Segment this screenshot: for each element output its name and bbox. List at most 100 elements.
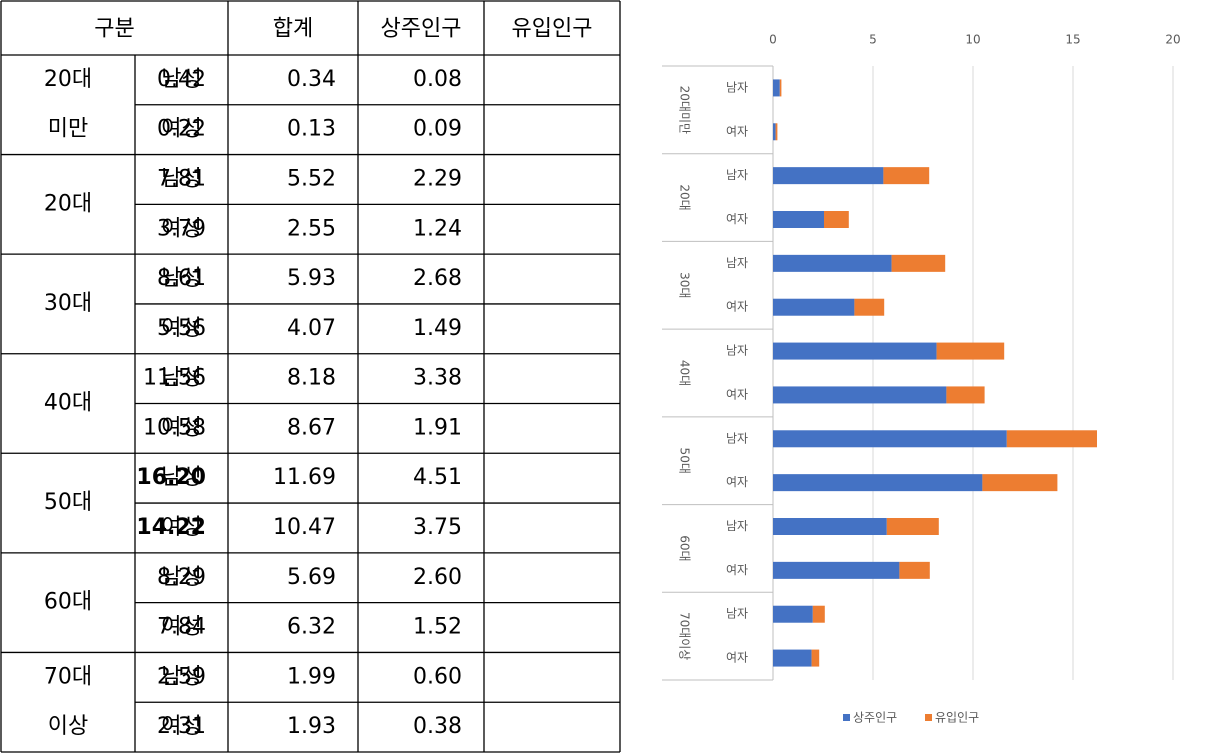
gender-label: 여성 (161, 714, 201, 739)
table-value: 1.99 (287, 664, 336, 689)
table-value: 0.13 (287, 117, 336, 142)
table-value: 1.49 (413, 316, 462, 341)
table-value: 16.20 (136, 465, 206, 490)
y-tick-label: 남자 (726, 519, 748, 533)
table-value: 0.34 (287, 67, 336, 92)
y-tick-label: 남자 (726, 344, 748, 358)
table-value: 1.52 (413, 615, 462, 640)
y-tick-label: 여자 (726, 651, 748, 665)
x-tick-label: 15 (1065, 33, 1080, 47)
x-tick-label: 0 (769, 33, 777, 47)
table-value: 5.69 (287, 565, 336, 590)
table-value: 6.32 (287, 615, 336, 640)
bar (936, 342, 1005, 360)
bar (773, 474, 983, 492)
y-tick-label: 남자 (726, 168, 748, 182)
y-tick-label: 여자 (726, 563, 748, 577)
table-value: 3.38 (413, 366, 462, 391)
legend-label: 유입인구 (935, 711, 979, 725)
x-tick-label: 20 (1165, 33, 1180, 47)
table-value: 5.93 (287, 266, 336, 291)
table-value: 3.79 (157, 216, 206, 241)
table-value: 14.22 (136, 515, 206, 540)
bar (775, 123, 778, 141)
bar (773, 605, 813, 623)
table-header: 상주인구 (381, 17, 462, 42)
table-value: 5.52 (287, 166, 336, 191)
table-value: 4.51 (413, 465, 462, 490)
bar (824, 211, 849, 228)
group-label: 미만 (48, 117, 88, 142)
group-label: 이상 (48, 714, 88, 739)
table-value: 3.75 (413, 515, 462, 540)
table-value: 0.38 (413, 714, 462, 739)
table-value: 11.56 (143, 366, 206, 391)
bar (773, 211, 824, 228)
legend-swatch (843, 714, 850, 721)
table-value: 7.84 (157, 615, 206, 640)
gender-label: 여성 (161, 316, 201, 341)
group-label: 40대 (678, 360, 692, 386)
bar (812, 605, 825, 623)
group-label: 50대 (44, 490, 92, 515)
gender-label: 남성 (161, 266, 201, 291)
gender-label: 남성 (161, 565, 201, 590)
bar (982, 474, 1058, 492)
table-value: 2.29 (413, 166, 462, 191)
table-value: 8.67 (287, 415, 336, 440)
bar (773, 167, 884, 185)
bar (811, 649, 820, 667)
bar (773, 649, 812, 667)
bar (891, 254, 946, 272)
y-tick-label: 여자 (726, 212, 748, 226)
bar (773, 518, 887, 535)
group-label: 30대 (44, 291, 92, 316)
bar (773, 386, 947, 404)
bar (886, 518, 939, 535)
group-label: 20대 (44, 191, 92, 216)
gender-label: 남성 (161, 67, 201, 92)
table-value: 2.60 (413, 565, 462, 590)
x-tick-label: 10 (965, 33, 980, 47)
bar (773, 561, 900, 579)
group-label: 20대 (678, 184, 692, 210)
gender-label: 여성 (161, 415, 201, 440)
table-value: 0.09 (413, 117, 462, 142)
table-value: 0.42 (157, 67, 206, 92)
table-value: 1.93 (287, 714, 336, 739)
table-value: 8.61 (157, 266, 206, 291)
group-label: 60대 (678, 535, 692, 561)
table-value: 10.47 (273, 515, 336, 540)
table-value: 2.68 (413, 266, 462, 291)
table-value: 10.58 (143, 415, 206, 440)
bar (899, 561, 930, 579)
table-value: 8.18 (287, 366, 336, 391)
group-label: 70대 (44, 664, 92, 689)
gender-label: 남성 (161, 166, 201, 191)
table-value: 0.22 (157, 117, 206, 142)
y-tick-label: 남자 (726, 607, 748, 621)
table-value: 2.55 (287, 216, 336, 241)
y-tick-label: 여자 (726, 475, 748, 489)
bar (773, 254, 892, 272)
bar (773, 79, 780, 97)
gender-label: 여성 (161, 515, 201, 540)
bar (946, 386, 985, 404)
table-value: 1.91 (413, 415, 462, 440)
gender-label: 남성 (161, 664, 201, 689)
table-value: 2.59 (157, 664, 206, 689)
y-tick-label: 남자 (726, 256, 748, 270)
table-value: 8.29 (157, 565, 206, 590)
group-label: 50대 (678, 448, 692, 474)
gender-label: 여성 (161, 117, 201, 142)
legend-swatch (925, 714, 932, 721)
table-value: 0.60 (413, 664, 462, 689)
y-tick-label: 여자 (726, 387, 748, 401)
x-tick-label: 5 (869, 33, 877, 47)
gender-label: 여성 (161, 216, 201, 241)
group-label: 60대 (44, 590, 92, 615)
table-value: 1.24 (413, 216, 462, 241)
table-header: 합계 (273, 17, 313, 42)
group-label: 20대미만 (678, 86, 692, 134)
